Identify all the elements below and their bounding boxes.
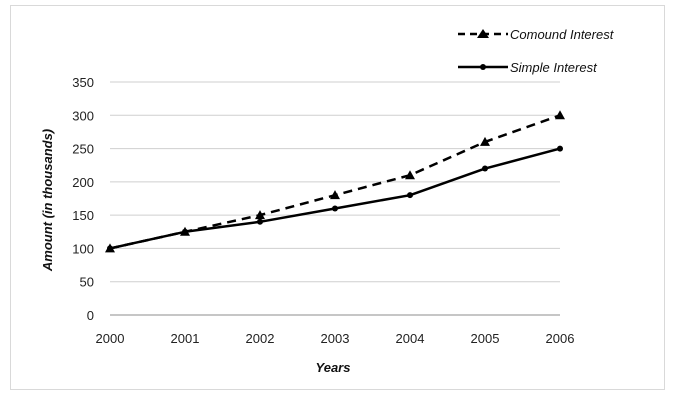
legend-circle-icon	[480, 64, 486, 70]
x-tick-label: 2001	[171, 331, 200, 346]
x-tick-label: 2006	[546, 331, 575, 346]
x-tick-label: 2003	[321, 331, 350, 346]
simple-point	[182, 228, 188, 235]
series-lines	[105, 110, 565, 253]
x-tick-label: 2002	[246, 331, 275, 346]
simple-point	[332, 205, 338, 212]
gridlines	[110, 81, 560, 316]
y-tick-label: 250	[72, 142, 94, 157]
y-tick-label: 50	[80, 275, 94, 290]
simple-point	[407, 192, 413, 199]
compound-point	[405, 170, 415, 180]
legend-label-compound: Comound Interest	[510, 27, 615, 42]
x-tick-label: 2004	[396, 331, 425, 346]
y-tick-label: 0	[87, 308, 94, 323]
y-tick-labels: 0 50 100 150 200 250 300 350	[72, 75, 94, 323]
legend-triangle-icon	[477, 29, 489, 38]
x-tick-label: 2005	[471, 331, 500, 346]
y-axis-title: Amount (in thousands)	[40, 129, 55, 272]
y-tick-label: 300	[72, 108, 94, 123]
simple-point	[107, 245, 113, 252]
y-tick-label: 100	[72, 241, 94, 256]
compound-point	[480, 136, 490, 146]
compound-point	[255, 210, 265, 220]
y-tick-label: 200	[72, 175, 94, 190]
simple-point	[482, 165, 488, 172]
compound-point	[555, 110, 565, 120]
simple-point	[257, 218, 263, 225]
legend-label-simple: Simple Interest	[510, 60, 598, 75]
legend: Comound Interest Simple Interest	[458, 27, 615, 75]
x-tick-label: 2000	[96, 331, 125, 346]
x-axis-title: Years	[316, 360, 351, 375]
y-tick-label: 150	[72, 208, 94, 223]
x-tick-labels: 2000 2001 2002 2003 2004 2005 2006	[96, 331, 575, 346]
compound-point	[330, 190, 340, 200]
simple-point	[557, 145, 563, 152]
y-tick-label: 350	[72, 75, 94, 90]
